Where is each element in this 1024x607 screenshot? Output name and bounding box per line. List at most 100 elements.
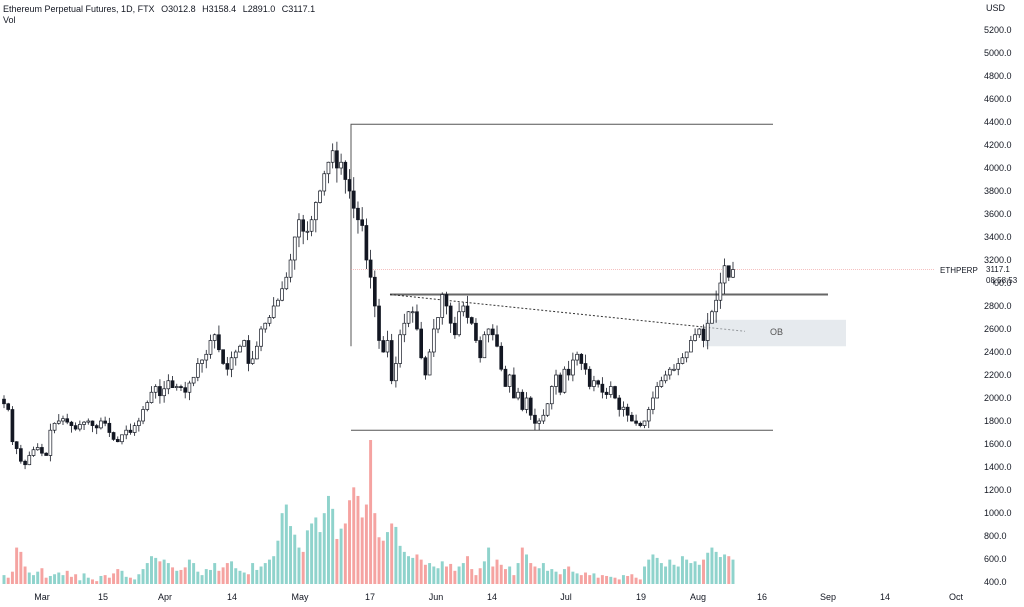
volume-bar xyxy=(112,573,116,584)
candle-down xyxy=(596,380,600,385)
candle-down xyxy=(381,340,386,353)
volume-bar xyxy=(630,574,634,584)
candle-up xyxy=(208,340,213,355)
candle-up xyxy=(233,351,238,359)
candle-up xyxy=(174,386,179,388)
candle-down xyxy=(478,340,482,359)
volume-bar xyxy=(571,571,575,584)
x-tick-label: Jun xyxy=(429,592,444,602)
volume-bar xyxy=(36,571,40,584)
x-tick-label: Apr xyxy=(158,592,172,602)
volume-bar xyxy=(289,526,293,584)
candle-down xyxy=(604,391,609,395)
candle-down xyxy=(179,386,183,388)
volume-bar xyxy=(331,508,335,584)
volume-bar xyxy=(655,557,659,584)
candle-up xyxy=(82,421,86,425)
volume-bar xyxy=(162,559,166,584)
candle-up xyxy=(78,424,82,430)
volume-bar xyxy=(558,574,562,584)
x-tick-label: 15 xyxy=(98,592,108,602)
volume-bar xyxy=(588,575,592,584)
candle-down xyxy=(469,317,474,324)
volume-bar xyxy=(411,557,415,584)
y-tick-label: 2000.0 xyxy=(984,393,1012,403)
candle-up xyxy=(684,351,689,359)
candle-up xyxy=(549,386,554,405)
candle-up xyxy=(267,317,272,324)
legend-symbol: Ethereum Perpetual Futures, 1D, FTX xyxy=(3,4,155,14)
volume-bar xyxy=(617,579,621,584)
price-axis: 400.0 600.0 800.0 1000.0 1200.0 1400.0 1600.0 1… xyxy=(984,25,1012,587)
candle-up xyxy=(689,340,693,353)
x-tick-label: 19 xyxy=(636,592,646,602)
candle-down xyxy=(347,179,352,192)
candle-up xyxy=(35,447,40,451)
candle-up xyxy=(431,328,436,353)
order-block-label: OB xyxy=(770,327,784,337)
volume-bar xyxy=(91,579,94,584)
volume-bar xyxy=(318,532,322,584)
volume-bar xyxy=(10,571,14,584)
volume-bar xyxy=(470,569,474,584)
candle-down xyxy=(423,357,428,376)
volume-bar xyxy=(478,568,482,584)
candle-up xyxy=(562,368,567,393)
candle-up xyxy=(229,357,234,370)
candle-up xyxy=(238,345,242,353)
y-tick-label: 2600.0 xyxy=(984,324,1012,334)
candle-down xyxy=(69,421,74,426)
candle-up xyxy=(410,311,415,314)
candle-down xyxy=(528,397,533,416)
volume-bar xyxy=(546,570,550,584)
volume-bar xyxy=(145,563,149,584)
volume-bar xyxy=(364,504,368,584)
candle-down xyxy=(23,460,27,466)
volume-bar xyxy=(723,554,727,584)
candle-up xyxy=(31,449,36,456)
candle-down xyxy=(351,190,356,209)
candle-down xyxy=(73,425,78,430)
y-tick-label: 3000.0 xyxy=(984,278,1012,288)
candle-up xyxy=(406,311,411,324)
volume-bar xyxy=(685,559,689,584)
volume-bar xyxy=(78,580,82,584)
candle-up xyxy=(153,386,158,393)
candle-down xyxy=(625,406,630,416)
candle-down xyxy=(372,276,377,307)
volume-bar xyxy=(225,563,229,584)
volume-bar xyxy=(48,575,52,584)
volume-bar xyxy=(267,559,271,584)
y-tick-label: 1000.0 xyxy=(984,508,1012,518)
volume-bar xyxy=(57,572,61,584)
volume-bar xyxy=(702,559,705,584)
volume-bar xyxy=(449,563,453,584)
candle-up xyxy=(48,429,53,456)
currency-label[interactable]: USD xyxy=(986,3,1006,13)
order-block-zone xyxy=(705,319,846,347)
volume-bar xyxy=(562,569,566,584)
candle-up xyxy=(516,391,520,399)
volume-bar xyxy=(141,569,145,584)
y-tick-label: 2400.0 xyxy=(984,347,1012,357)
candle-down xyxy=(368,259,373,278)
volume-bar xyxy=(381,540,385,584)
candle-down xyxy=(335,150,339,169)
y-tick-label: 2800.0 xyxy=(984,301,1012,311)
volume-bar xyxy=(444,566,448,584)
candle-down xyxy=(246,340,251,364)
x-tick-label: 16 xyxy=(757,592,767,602)
candle-up xyxy=(554,374,558,387)
volume-bar xyxy=(263,563,267,584)
volume-bar xyxy=(487,547,491,584)
candle-up xyxy=(132,425,137,433)
candle-up xyxy=(191,376,196,384)
volume-bar xyxy=(322,513,326,584)
volume-bar xyxy=(419,559,423,584)
candle-down xyxy=(600,383,605,393)
price-tag-countdown: 08:58:53 xyxy=(986,276,1018,285)
volume-bar xyxy=(533,566,537,584)
volume-bar xyxy=(689,563,693,584)
candle-down xyxy=(170,380,175,389)
